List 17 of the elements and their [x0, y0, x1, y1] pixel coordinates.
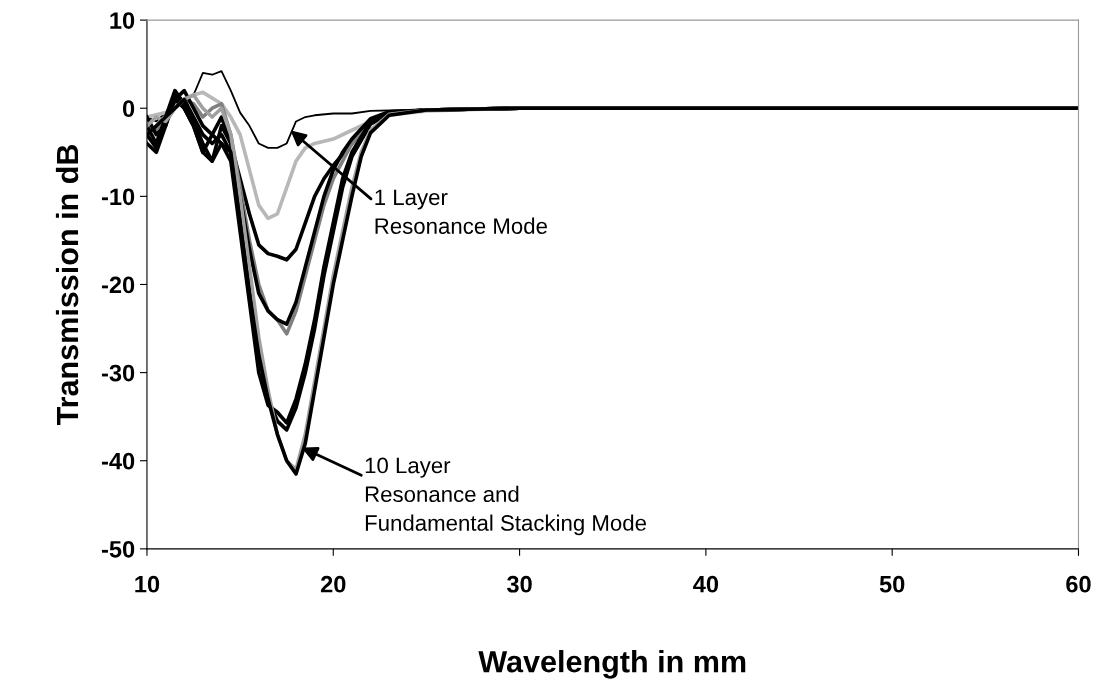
x-tick-label: 60 — [1066, 575, 1091, 593]
y-tick-label: -20 — [101, 276, 135, 294]
x-tick-label: 20 — [320, 575, 346, 593]
y-tick-label: -40 — [101, 452, 135, 470]
y-tick-label: -30 — [101, 364, 135, 382]
y-axis-title: Transmission in dB — [55, 144, 79, 426]
annotation: 1 Layer Resonance Mode — [375, 189, 547, 234]
y-tick-label: 0 — [122, 100, 135, 118]
annotation: 10 Layer Resonance and Fundamental Stacking Mode — [365, 457, 646, 536]
y-tick-label: 10 — [110, 12, 135, 29]
x-axis-title: Wavelength in mm — [478, 650, 746, 679]
y-tick-label: -10 — [101, 188, 135, 206]
x-tick-label: 10 — [135, 575, 160, 593]
x-tick-label: 30 — [506, 575, 532, 593]
x-tick-label: 50 — [879, 575, 905, 593]
y-tick-label: -50 — [101, 540, 135, 558]
x-tick-label: 40 — [693, 575, 719, 593]
